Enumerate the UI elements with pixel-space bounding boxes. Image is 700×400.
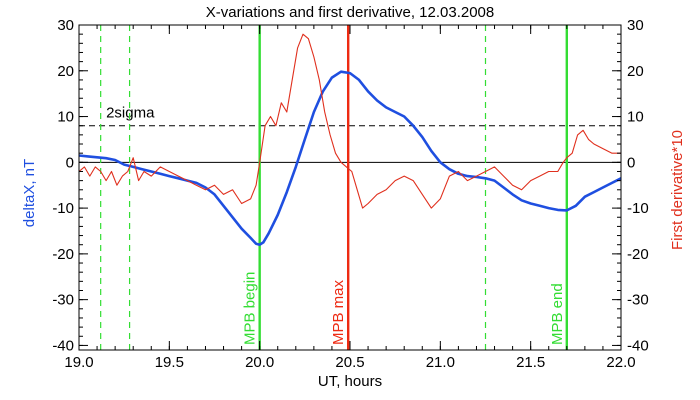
y-tick-label-left: 30 <box>57 17 74 34</box>
x-tick-label: 21.0 <box>426 354 455 371</box>
x-tick-label: 21.5 <box>516 354 545 371</box>
y-axis-label-right: First derivative*10 <box>669 130 686 250</box>
x-tick-label: 19.5 <box>155 354 184 371</box>
y-tick-label-right: 20 <box>627 63 644 80</box>
x-tick-label: 22.0 <box>606 354 635 371</box>
y-tick-label-left: 10 <box>57 109 74 126</box>
vertical-marker-label: MPB begin <box>242 272 259 345</box>
y-tick-label-right: -10 <box>627 200 649 217</box>
x-axis-label: UT, hours <box>318 373 382 390</box>
y-tick-label-right: -30 <box>627 292 649 309</box>
y-tick-label-right: -20 <box>627 246 649 263</box>
y-tick-label-left: 0 <box>66 154 74 171</box>
deltaX-series-line <box>78 70 622 246</box>
y-tick-label-left: 20 <box>57 63 74 80</box>
vertical-marker-label: MPB end <box>549 283 566 345</box>
y-tick-label-left: -30 <box>52 292 74 309</box>
y-tick-label-left: -40 <box>52 337 74 354</box>
y-tick-label-right: 10 <box>627 109 644 126</box>
sigma-threshold-label: 2sigma <box>106 105 155 122</box>
x-tick-label: 20.0 <box>245 354 274 371</box>
y-tick-label-right: 0 <box>627 154 635 171</box>
vertical-marker-label: MPB max <box>330 279 347 345</box>
chart-title: X-variations and first derivative, 12.03… <box>206 4 495 21</box>
derivative-series-line <box>78 33 621 209</box>
y-tick-label-right: 30 <box>627 17 644 34</box>
y-tick-label-left: -10 <box>52 200 74 217</box>
x-tick-label: 20.5 <box>335 354 364 371</box>
plot-area: 2sigma MPB begin MPB max MPB end 19.0 19.5 20.… <box>52 17 648 371</box>
y-axis-label-left: deltaX, nT <box>21 159 38 227</box>
y-tick-label-left: -20 <box>52 246 74 263</box>
x-tick-label: 19.0 <box>64 354 93 371</box>
y-tick-label-right: -40 <box>627 337 649 354</box>
